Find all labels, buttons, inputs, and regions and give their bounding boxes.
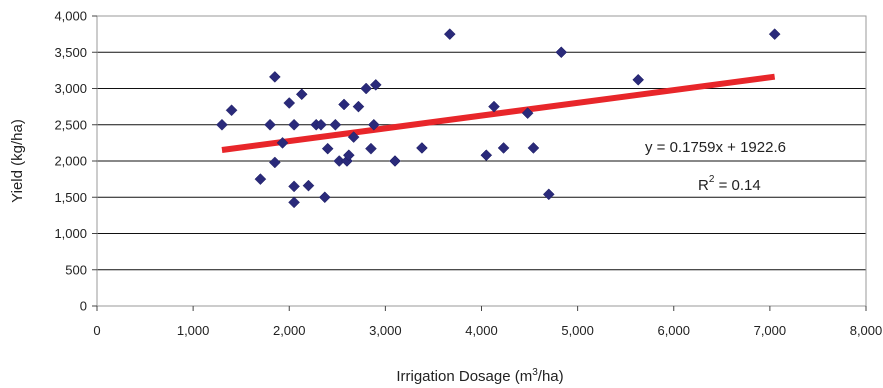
data-point <box>342 149 355 162</box>
x-tick-label: 2,000 <box>273 323 306 338</box>
y-axis: 0 500 1,000 1,500 2,000 2,500 3,000 3,500 4,000 <box>54 9 97 314</box>
data-point <box>488 100 500 113</box>
y-tick-label: 2,000 <box>54 154 87 169</box>
x-axis-label: Irrigation Dosage (m3/ha) <box>396 367 563 385</box>
r-squared-annotation: R2 = 0.14 <box>698 174 761 194</box>
x-tick-label: 4,000 <box>465 323 498 338</box>
data-point <box>527 142 540 154</box>
data-point <box>480 149 493 162</box>
data-point <box>264 118 276 131</box>
x-tick-label: 6,000 <box>657 323 690 338</box>
x-tick-label: 7,000 <box>754 323 787 338</box>
y-tick-label: 500 <box>65 262 87 277</box>
x-tick-label: 3,000 <box>369 323 402 338</box>
x-tick-label: 5,000 <box>561 323 594 338</box>
data-point <box>389 155 401 167</box>
gridlines <box>97 51 866 271</box>
data-point <box>338 98 350 111</box>
data-point <box>315 118 327 131</box>
x-axis: 0 1,000 2,000 3,000 4,000 5,000 6,000 7,000 8,00… <box>93 306 882 338</box>
data-point <box>295 88 308 101</box>
x-axis-label-main: Irrigation Dosage (m <box>396 368 532 385</box>
data-point <box>268 71 281 83</box>
data-point <box>288 180 300 193</box>
data-point <box>521 107 534 120</box>
y-tick-label: 4,000 <box>54 9 87 24</box>
data-point <box>367 118 380 131</box>
y-axis-label: Yield (kg/ha) <box>9 119 26 203</box>
data-point <box>225 104 238 117</box>
data-point <box>276 137 289 149</box>
data-point <box>347 131 360 143</box>
trendline <box>221 73 776 154</box>
data-point <box>321 142 334 155</box>
r2-superscript: 2 <box>709 174 715 185</box>
data-point <box>268 156 281 169</box>
trendline-group <box>221 73 776 154</box>
x-tick-label: 0 <box>93 323 100 338</box>
data-point <box>542 188 555 201</box>
data-point <box>254 173 267 185</box>
equation-annotation: y = 0.1759x + 1922.6 <box>645 139 786 156</box>
data-points <box>216 28 781 209</box>
data-point <box>216 118 228 131</box>
y-tick-label: 3,000 <box>54 81 87 96</box>
x-axis-label-sup: 3 <box>532 367 538 378</box>
r2-value: = 0.14 <box>714 177 760 194</box>
data-point <box>443 28 456 40</box>
data-point <box>497 142 510 154</box>
data-point <box>333 155 346 167</box>
data-point <box>329 118 342 131</box>
data-point <box>352 100 365 113</box>
data-point <box>768 28 781 40</box>
data-point <box>302 179 315 192</box>
y-tick-label: 1,000 <box>54 226 87 241</box>
y-tick-label: 2,500 <box>54 117 87 132</box>
r2-prefix: R <box>698 177 709 194</box>
data-point <box>369 79 382 91</box>
data-point <box>365 142 377 155</box>
y-tick-label: 0 <box>80 299 87 314</box>
data-point <box>288 196 300 209</box>
data-point <box>288 118 300 131</box>
data-point <box>360 82 373 95</box>
x-tick-label: 8,000 <box>850 323 883 338</box>
y-tick-label: 1,500 <box>54 190 87 205</box>
data-point <box>632 73 645 86</box>
data-point <box>318 191 331 204</box>
data-point <box>283 97 296 109</box>
data-point <box>555 46 568 59</box>
data-point <box>416 142 428 154</box>
y-tick-label: 3,500 <box>54 45 87 60</box>
x-tick-label: 1,000 <box>177 323 210 338</box>
x-axis-label-suffix: /ha) <box>538 368 564 385</box>
